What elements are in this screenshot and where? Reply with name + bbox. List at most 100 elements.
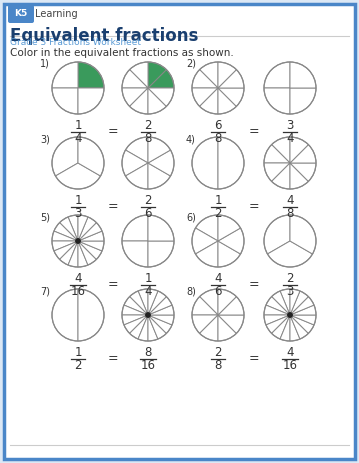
Text: 16: 16 <box>140 359 155 372</box>
Text: 3: 3 <box>286 285 294 298</box>
Wedge shape <box>192 228 218 254</box>
Text: 4: 4 <box>144 285 152 298</box>
Wedge shape <box>130 315 148 339</box>
Wedge shape <box>78 241 104 251</box>
Wedge shape <box>78 62 104 88</box>
Text: 4: 4 <box>286 132 294 145</box>
Wedge shape <box>148 241 174 267</box>
Text: 5): 5) <box>40 212 50 222</box>
Text: 1: 1 <box>74 194 82 207</box>
Wedge shape <box>78 88 104 114</box>
Wedge shape <box>290 144 316 163</box>
Wedge shape <box>264 62 290 88</box>
Text: 2: 2 <box>74 359 82 372</box>
Wedge shape <box>124 297 148 315</box>
Wedge shape <box>78 223 102 241</box>
Wedge shape <box>54 223 78 241</box>
Wedge shape <box>290 315 314 333</box>
Wedge shape <box>200 62 218 88</box>
FancyBboxPatch shape <box>4 4 355 459</box>
FancyBboxPatch shape <box>8 5 34 23</box>
Wedge shape <box>290 137 308 163</box>
Text: 4: 4 <box>74 272 82 285</box>
Text: 8: 8 <box>214 132 222 145</box>
Text: 16: 16 <box>283 359 298 372</box>
Wedge shape <box>148 315 166 339</box>
Wedge shape <box>148 69 174 88</box>
Wedge shape <box>290 297 314 315</box>
Wedge shape <box>138 315 148 341</box>
Wedge shape <box>290 88 316 114</box>
Wedge shape <box>200 289 218 315</box>
Wedge shape <box>68 215 78 241</box>
Wedge shape <box>290 291 308 315</box>
Wedge shape <box>78 217 96 241</box>
Wedge shape <box>272 163 290 189</box>
Wedge shape <box>122 305 148 315</box>
Text: =: = <box>108 279 118 292</box>
Wedge shape <box>68 241 78 267</box>
Text: 8: 8 <box>144 132 152 145</box>
Wedge shape <box>52 88 78 114</box>
Wedge shape <box>130 62 148 88</box>
Wedge shape <box>290 315 300 341</box>
Text: 4: 4 <box>74 132 82 145</box>
Circle shape <box>76 239 80 243</box>
Text: 16: 16 <box>70 285 85 298</box>
Wedge shape <box>148 62 166 88</box>
Circle shape <box>146 313 150 317</box>
Wedge shape <box>290 315 308 339</box>
Wedge shape <box>148 315 172 333</box>
Wedge shape <box>122 150 148 176</box>
Wedge shape <box>122 315 148 325</box>
Text: 1: 1 <box>74 119 82 132</box>
Wedge shape <box>78 241 96 265</box>
Wedge shape <box>148 88 166 114</box>
Text: 6: 6 <box>214 285 222 298</box>
Wedge shape <box>264 215 290 254</box>
Text: 2: 2 <box>144 194 152 207</box>
Wedge shape <box>192 297 218 315</box>
Wedge shape <box>264 88 290 114</box>
Wedge shape <box>218 215 241 241</box>
Text: 2: 2 <box>286 272 294 285</box>
Wedge shape <box>60 241 78 265</box>
Text: 1): 1) <box>40 59 50 69</box>
Text: 8: 8 <box>214 359 222 372</box>
Wedge shape <box>148 289 158 315</box>
Wedge shape <box>290 289 300 315</box>
Wedge shape <box>218 88 244 106</box>
Wedge shape <box>196 215 218 241</box>
Wedge shape <box>148 297 172 315</box>
Text: 4: 4 <box>286 194 294 207</box>
Text: 4): 4) <box>186 134 196 144</box>
Text: 8: 8 <box>144 346 152 359</box>
Wedge shape <box>148 215 174 241</box>
Wedge shape <box>280 289 290 315</box>
Wedge shape <box>56 163 101 189</box>
Wedge shape <box>148 305 174 315</box>
Text: 1: 1 <box>214 194 222 207</box>
Text: 2: 2 <box>144 119 152 132</box>
Text: =: = <box>249 125 259 138</box>
Wedge shape <box>78 241 102 259</box>
Wedge shape <box>78 137 104 176</box>
Wedge shape <box>192 69 218 88</box>
Text: 1: 1 <box>74 346 82 359</box>
Wedge shape <box>290 163 316 181</box>
Wedge shape <box>218 241 241 267</box>
Wedge shape <box>148 150 174 176</box>
Wedge shape <box>218 69 244 88</box>
Wedge shape <box>218 88 236 114</box>
Wedge shape <box>148 163 171 189</box>
Text: 2: 2 <box>214 346 222 359</box>
Wedge shape <box>60 217 78 241</box>
Wedge shape <box>122 69 148 88</box>
Wedge shape <box>148 315 174 325</box>
Wedge shape <box>122 88 148 106</box>
Wedge shape <box>290 163 308 189</box>
Wedge shape <box>200 88 218 114</box>
Wedge shape <box>272 137 290 163</box>
Text: 3: 3 <box>286 119 294 132</box>
Wedge shape <box>148 291 166 315</box>
